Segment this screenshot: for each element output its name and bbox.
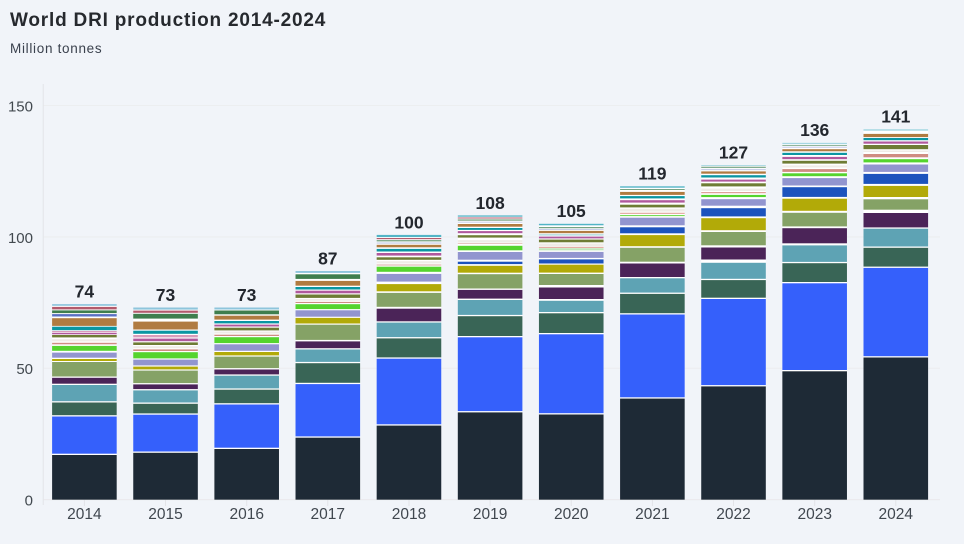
svg-text:2015: 2015 — [148, 506, 182, 523]
svg-text:141: 141 — [881, 107, 910, 127]
svg-text:87: 87 — [318, 248, 337, 268]
svg-text:2020: 2020 — [554, 506, 589, 523]
svg-text:2023: 2023 — [797, 506, 831, 523]
svg-text:108: 108 — [475, 193, 504, 213]
svg-text:100: 100 — [394, 212, 423, 232]
svg-text:50: 50 — [16, 361, 33, 378]
svg-text:2019: 2019 — [473, 506, 507, 523]
svg-text:105: 105 — [557, 201, 586, 221]
svg-text:0: 0 — [25, 493, 33, 510]
svg-text:127: 127 — [719, 142, 748, 162]
svg-text:2016: 2016 — [229, 506, 263, 523]
svg-text:2018: 2018 — [392, 506, 426, 523]
svg-text:119: 119 — [638, 164, 666, 184]
svg-text:100: 100 — [8, 230, 33, 247]
svg-text:2021: 2021 — [635, 506, 669, 523]
svg-text:74: 74 — [75, 282, 95, 302]
svg-text:2014: 2014 — [67, 506, 102, 523]
svg-text:136: 136 — [800, 120, 829, 140]
svg-text:2024: 2024 — [879, 506, 914, 523]
svg-text:150: 150 — [8, 98, 33, 115]
svg-text:73: 73 — [156, 285, 176, 305]
svg-text:73: 73 — [237, 285, 257, 305]
svg-text:2017: 2017 — [311, 506, 345, 523]
svg-text:2022: 2022 — [716, 506, 750, 523]
